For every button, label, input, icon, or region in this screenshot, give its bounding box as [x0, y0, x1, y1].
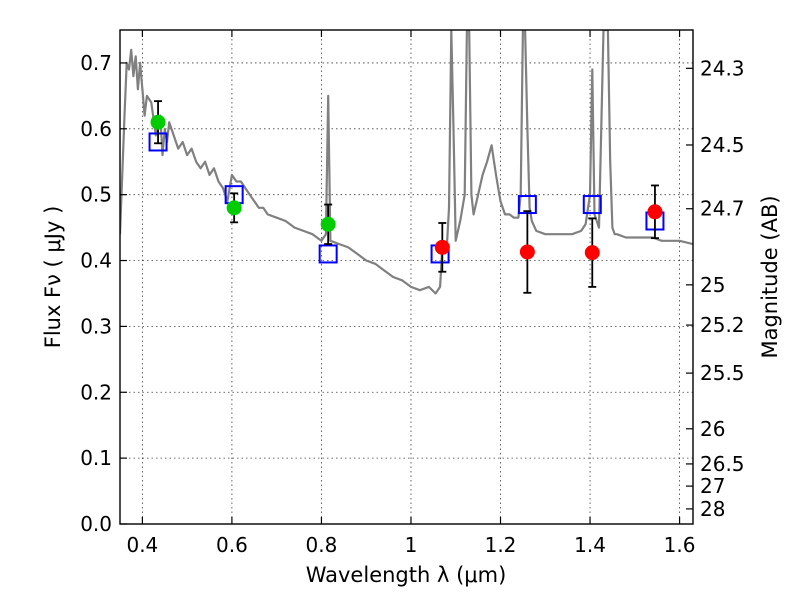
y-axis-label: Flux Fν ( μJy ) — [41, 206, 65, 349]
y2-tick-label: 24.3 — [700, 56, 745, 80]
grid — [120, 30, 693, 525]
y-tick-label: 0.2 — [80, 380, 112, 404]
x-tick-label: 1.4 — [574, 533, 606, 557]
y-tick-label: 0.1 — [80, 446, 112, 470]
y2-tick-label: 24.7 — [700, 197, 745, 221]
x-axis-label: Wavelength λ (μm) — [306, 563, 507, 587]
y2-tick-label: 24.5 — [700, 133, 745, 157]
x-tick-label: 0.8 — [306, 533, 338, 557]
y-tick-label: 0.6 — [80, 117, 112, 141]
x-tick-label: 1.6 — [664, 533, 696, 557]
axes: 0.4 0.6 0.8 1 1.2 1.4 1.6 0.0 0.1 0.2 0.3 0.4 0.5 0.6… — [80, 30, 745, 557]
x-tick-label: 0.4 — [126, 533, 158, 557]
y-tick-label: 0.5 — [80, 183, 112, 207]
y2-axis-label: Magnitude (AB) — [758, 195, 782, 358]
y-tick-label: 0.3 — [80, 314, 112, 338]
green-data-point — [226, 200, 242, 216]
red-data-point — [519, 244, 535, 260]
y2-tick-label: 27 — [700, 474, 725, 498]
x-tick-label: 1.2 — [485, 533, 517, 557]
red-data-point — [434, 239, 450, 255]
x-tick-label: 1 — [405, 533, 418, 557]
y2-tick-label: 26 — [700, 417, 725, 441]
x-tick-label: 0.6 — [216, 533, 248, 557]
model-photometry-square — [318, 244, 338, 264]
model-spectrum-line — [120, 30, 693, 295]
green-data-point — [320, 216, 336, 232]
y-tick-label: 0.0 — [80, 512, 112, 536]
y2-tick-label: 25 — [700, 273, 725, 297]
y-tick-label: 0.4 — [80, 249, 112, 273]
plot-frame — [119, 29, 694, 525]
red-data-point — [647, 204, 663, 220]
plot-area — [120, 30, 693, 295]
y2-tick-label: 25.5 — [700, 361, 745, 385]
red-data-point — [584, 245, 600, 261]
y2-tick-label: 25.2 — [700, 313, 745, 337]
y-tick-label: 0.7 — [80, 51, 112, 75]
y2-tick-label: 28 — [700, 497, 725, 521]
y2-tick-label: 26.5 — [700, 452, 745, 476]
green-data-point — [150, 114, 166, 130]
model-photometry-square — [582, 195, 602, 215]
